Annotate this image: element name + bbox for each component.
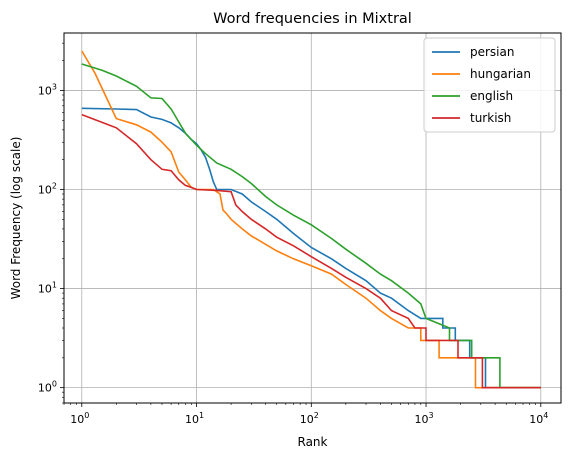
series-line-english: [81, 63, 541, 389]
x-tick-label: 100: [70, 411, 89, 426]
plot-frame: [63, 32, 562, 404]
y-axis-label: Word Frequency (log scale): [9, 137, 23, 300]
series-line-persian: [81, 107, 541, 389]
legend: persian hungarian english turkish: [423, 37, 556, 133]
series-line-turkish: [81, 113, 541, 389]
legend-label-hungarian: hungarian: [470, 67, 531, 81]
x-axis-label: Rank: [298, 435, 328, 449]
x-tick-label: 102: [300, 411, 319, 426]
x-tick-label: 104: [529, 411, 548, 426]
y-tick-label: 102: [38, 182, 57, 197]
legend-box: [423, 37, 556, 133]
legend-label-english: english: [470, 89, 513, 103]
legend-label-persian: persian: [470, 45, 514, 59]
x-axis-ticks: 100 101 102 103 104: [63, 403, 548, 426]
x-tick-label: 103: [414, 411, 433, 426]
legend-label-turkish: turkish: [470, 111, 511, 125]
y-tick-label: 103: [38, 82, 57, 97]
chart-title: Word frequencies in Mixtral: [213, 11, 412, 27]
y-tick-label: 101: [38, 281, 57, 296]
y-axis-ticks: 100 101 102 103: [38, 42, 64, 404]
x-tick-label: 101: [185, 411, 204, 426]
series-layer: [81, 50, 541, 389]
y-tick-label: 100: [38, 380, 57, 395]
